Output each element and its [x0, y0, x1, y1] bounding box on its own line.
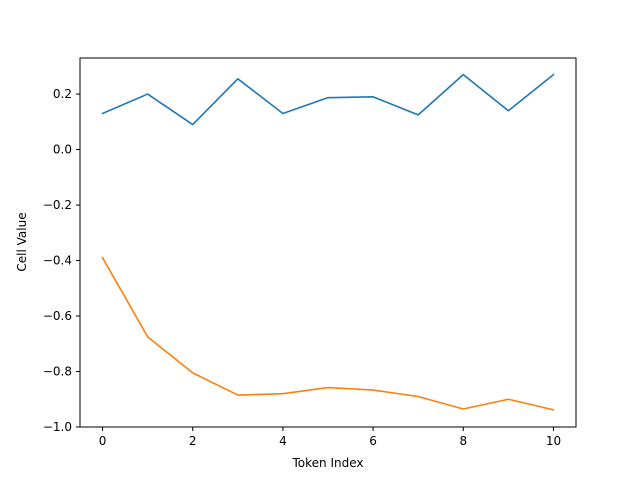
y-axis-label: Cell Value: [15, 212, 29, 271]
x-tick-label: 8: [459, 434, 467, 448]
x-tick-label: 10: [546, 434, 561, 448]
x-axis-label: Token Index: [292, 456, 364, 470]
x-tick-label: 2: [189, 434, 197, 448]
y-tick-label: 0.2: [53, 87, 72, 101]
y-tick-label: 0.0: [53, 143, 72, 157]
y-tick-label: −0.6: [43, 309, 72, 323]
series-line-1: [101, 73, 555, 126]
y-tick-label: −0.8: [43, 365, 72, 379]
plot-frame: [79, 57, 577, 428]
x-tick-label: 4: [279, 434, 287, 448]
x-tick-label: 0: [99, 434, 107, 448]
y-tick-label: −1.0: [43, 420, 72, 434]
series-layer: [101, 73, 555, 411]
y-axis-ticks: −1.0 −0.8 −0.6 −0.4 −0.2 0.0 0.2: [43, 87, 80, 434]
series-line-2: [101, 256, 555, 411]
y-tick-label: −0.4: [43, 254, 72, 268]
x-axis-ticks: 0 2 4 6 8 10: [99, 427, 561, 448]
x-tick-label: 6: [369, 434, 377, 448]
y-tick-label: −0.2: [43, 198, 72, 212]
